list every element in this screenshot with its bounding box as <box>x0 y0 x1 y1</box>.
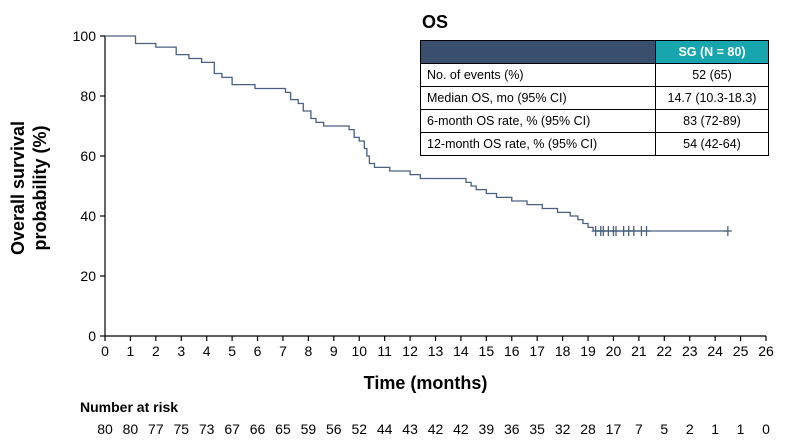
risk-count: 80 <box>97 421 113 437</box>
y-tick-label: 60 <box>80 148 96 164</box>
x-tick-label: 14 <box>453 343 469 359</box>
x-tick-label: 5 <box>228 343 236 359</box>
y-axis-title-line: probability (%) <box>30 125 50 250</box>
table-header-row: SG (N = 80) <box>420 40 769 64</box>
x-tick-label: 11 <box>377 343 392 359</box>
risk-count: 75 <box>173 421 189 437</box>
risk-count: 43 <box>402 421 418 437</box>
risk-count: 65 <box>275 421 291 437</box>
x-tick-label: 16 <box>504 343 520 359</box>
table-row-label: Median OS, mo (95% CI) <box>420 86 656 110</box>
x-tick-label: 4 <box>203 343 211 359</box>
y-tick-label: 20 <box>80 268 96 284</box>
risk-count: 42 <box>453 421 469 437</box>
x-tick-label: 18 <box>555 343 571 359</box>
y-axis-title-line: Overall survival <box>8 121 28 255</box>
x-tick-label: 17 <box>529 343 545 359</box>
risk-count: 77 <box>148 421 164 437</box>
risk-count: 56 <box>326 421 342 437</box>
y-tick-label: 80 <box>80 88 96 104</box>
censor-mark <box>642 226 651 236</box>
os-summary-table: SG (N = 80) No. of events (%) 52 (65) Me… <box>420 40 769 156</box>
censor-mark <box>612 226 621 236</box>
y-tick-label: 40 <box>80 208 96 224</box>
risk-count: 17 <box>606 421 622 437</box>
x-tick-label: 8 <box>304 343 312 359</box>
x-tick-label: 22 <box>657 343 673 359</box>
table-header-blank-cell <box>420 40 656 64</box>
risk-count: 80 <box>123 421 139 437</box>
x-tick-label: 19 <box>580 343 596 359</box>
x-tick-label: 3 <box>177 343 185 359</box>
x-tick-label: 10 <box>351 343 367 359</box>
table-row-label: No. of events (%) <box>420 63 656 87</box>
x-tick-label: 24 <box>707 343 723 359</box>
x-tick-label: 1 <box>127 343 135 359</box>
table-row-value: 52 (65) <box>655 63 769 87</box>
x-tick-label: 7 <box>279 343 287 359</box>
table-row: Median OS, mo (95% CI) 14.7 (10.3-18.3) <box>420 86 769 110</box>
table-row-value: 54 (42-64) <box>655 132 769 156</box>
x-tick-label: 13 <box>428 343 444 359</box>
risk-count: 0 <box>762 421 770 437</box>
table-row-label: 6-month OS rate, % (95% CI) <box>420 109 656 133</box>
x-tick-label: 25 <box>733 343 749 359</box>
risk-count: 28 <box>580 421 596 437</box>
risk-count: 36 <box>504 421 520 437</box>
risk-count: 66 <box>250 421 266 437</box>
table-row-value: 14.7 (10.3-18.3) <box>655 86 769 110</box>
x-tick-label: 26 <box>758 343 774 359</box>
os-title: OS <box>422 12 449 32</box>
survival-curve <box>105 35 728 232</box>
x-tick-label: 9 <box>330 343 338 359</box>
risk-count: 7 <box>635 421 643 437</box>
risk-count: 1 <box>737 421 745 437</box>
risk-count: 35 <box>529 421 545 437</box>
table-row: 6-month OS rate, % (95% CI) 83 (72-89) <box>420 109 769 133</box>
x-tick-label: 20 <box>606 343 622 359</box>
risk-count: 52 <box>351 421 367 437</box>
risk-count: 42 <box>428 421 444 437</box>
table-row: No. of events (%) 52 (65) <box>420 63 769 87</box>
x-axis-title: Time (months) <box>364 373 488 393</box>
x-tick-label: 21 <box>631 343 647 359</box>
x-tick-label: 15 <box>479 343 495 359</box>
x-tick-label: 2 <box>152 343 160 359</box>
survival-curve-layer <box>105 35 732 236</box>
risk-count: 44 <box>377 421 393 437</box>
risk-count: 73 <box>199 421 215 437</box>
risk-count: 39 <box>479 421 495 437</box>
risk-count: 67 <box>224 421 240 437</box>
y-tick-label: 0 <box>88 328 96 344</box>
censor-mark <box>629 226 638 236</box>
table-row-label: 12-month OS rate, % (95% CI) <box>420 132 656 156</box>
risk-count: 2 <box>686 421 694 437</box>
y-tick-label: 100 <box>73 28 97 44</box>
y-axis: 0 20 40 60 80 100 <box>73 28 106 344</box>
risk-count: 5 <box>660 421 668 437</box>
table-row-value: 83 (72-89) <box>655 109 769 133</box>
y-axis-title: Overall survival probability (%) <box>8 121 50 255</box>
table-row: 12-month OS rate, % (95% CI) 54 (42-64) <box>420 132 769 156</box>
risk-count: 1 <box>711 421 719 437</box>
x-tick-label: 0 <box>101 343 109 359</box>
x-tick-label: 12 <box>402 343 418 359</box>
x-axis: 0 1 2 3 4 5 6 7 8 9 10 11 12 13 14 15 16 17 18 19 20 21 22 23 24… <box>101 335 774 393</box>
table-header-arm: SG (N = 80) <box>655 40 769 64</box>
risk-count: 59 <box>301 421 317 437</box>
number-at-risk-title: Number at risk <box>80 399 178 415</box>
x-tick-label: 6 <box>254 343 262 359</box>
censor-mark <box>723 226 732 236</box>
risk-count: 32 <box>555 421 571 437</box>
x-tick-label: 23 <box>682 343 698 359</box>
